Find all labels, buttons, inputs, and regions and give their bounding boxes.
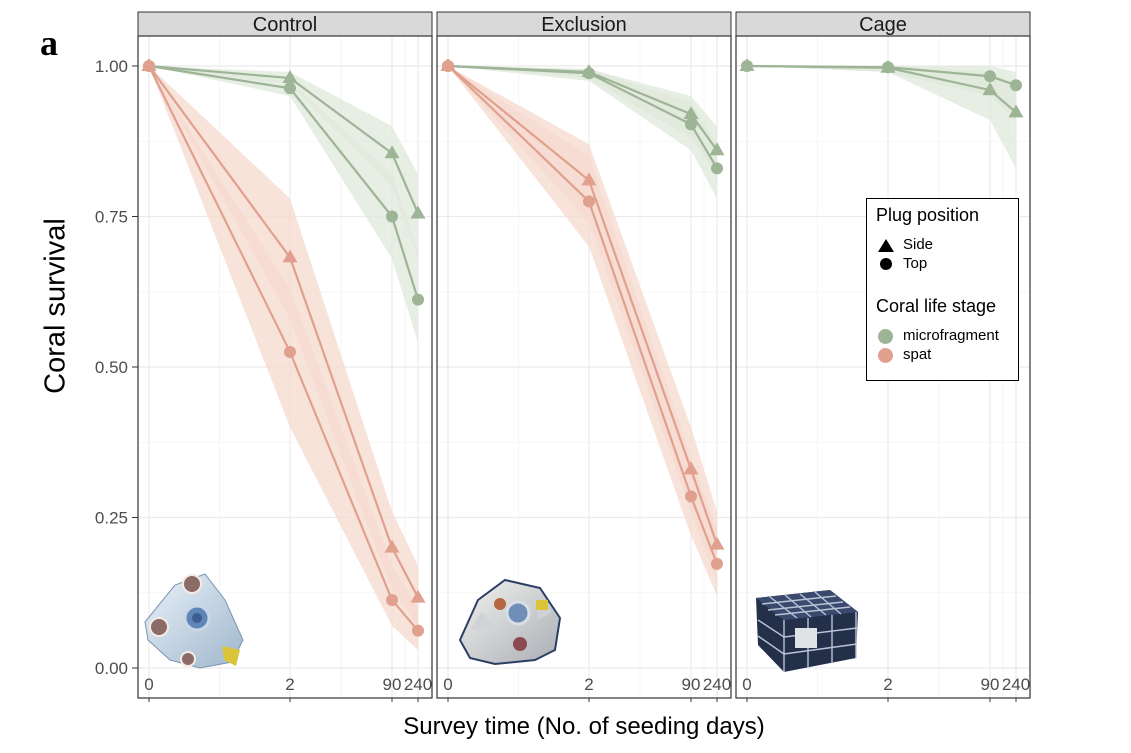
x-tick-label: 2: [883, 675, 892, 694]
legend-shape-top: Top: [903, 255, 928, 272]
data-point-triangle: [410, 205, 426, 219]
x-tick-label: 90: [682, 675, 701, 694]
panel-border: [735, 35, 1031, 699]
data-point-triangle: [683, 461, 699, 475]
data-point-triangle: [1008, 104, 1024, 118]
panel-exclusion: Exclusion 0 2 90 240: [436, 11, 732, 702]
data-point-triangle: [683, 106, 699, 120]
facet-strip-label: Cage: [859, 14, 907, 36]
data-point-circle: [711, 557, 723, 570]
x-tick-label: 0: [443, 675, 452, 694]
series-line-spat-top: [148, 65, 419, 632]
data-point-circle: [882, 61, 894, 74]
legend-color-spat: spat: [903, 346, 932, 363]
data-point-triangle: [384, 145, 400, 159]
confidence-band-microfragment-top: [448, 66, 717, 199]
x-tick-label: 0: [742, 675, 751, 694]
control-plug-photo: [144, 573, 244, 669]
legend: Plug position Side Top Coral life stage …: [866, 198, 1019, 381]
data-point-triangle: [709, 142, 725, 156]
legend-spat-swatch: [878, 348, 893, 363]
y-tick-label: 1.00: [95, 57, 128, 76]
confidence-band-microfragment-side: [149, 66, 418, 259]
data-point-circle: [1010, 79, 1022, 92]
panel-border: [436, 35, 732, 699]
data-point-circle: [583, 67, 595, 80]
y-tick-label: 0.25: [95, 509, 128, 528]
data-point-triangle: [282, 70, 298, 84]
exclusion-plug-photo: [458, 578, 562, 666]
data-point-triangle: [410, 589, 426, 603]
series-line-microfragment-side: [148, 64, 420, 214]
x-tick-label: 240: [404, 675, 432, 694]
cage-photo: [756, 590, 858, 672]
data-point-circle: [741, 60, 753, 72]
x-tick-label: 2: [285, 675, 294, 694]
facet-strip-label: Exclusion: [541, 14, 627, 36]
confidence-band-microfragment-side: [747, 66, 1016, 169]
y-tick-label: 0.00: [95, 659, 128, 678]
y-tick-label: 0.75: [95, 208, 128, 227]
series-line-microfragment-top: [148, 64, 420, 300]
legend-circle-icon: [880, 258, 892, 270]
confidence-band-microfragment-top: [149, 66, 418, 343]
data-point-triangle: [384, 539, 400, 553]
data-point-circle: [143, 60, 155, 72]
data-point-triangle: [581, 172, 597, 186]
legend-microfragment-swatch: [878, 329, 893, 344]
series-line-spat-top: [447, 65, 719, 565]
y-tick-label: 0.50: [95, 358, 128, 377]
data-point-circle: [583, 195, 595, 208]
panel-cage: Cage 0 2 90 240: [735, 11, 1031, 702]
x-tick-label: 0: [144, 675, 153, 694]
legend-shape-side: Side: [903, 236, 934, 253]
legend-color-microfragment: microfragment: [903, 327, 999, 344]
x-tick-label: 90: [383, 675, 402, 694]
confidence-band-microfragment-top: [747, 66, 1016, 121]
data-point-circle: [442, 60, 454, 72]
legend-shape-title: Plug position: [876, 205, 980, 225]
x-tick-label: 90: [981, 675, 1000, 694]
x-tick-label: 2: [584, 675, 593, 694]
data-point-circle: [685, 118, 697, 131]
data-point-circle: [412, 293, 424, 306]
series-line-microfragment-top: [447, 64, 718, 169]
panel-letter: a: [40, 23, 58, 63]
x-tick-label: 240: [703, 675, 731, 694]
data-point-circle: [412, 624, 424, 637]
data-point-triangle: [282, 249, 298, 263]
data-point-circle: [386, 210, 398, 223]
facet-strip: [436, 11, 732, 37]
facet-strip-label: Control: [253, 14, 317, 36]
data-point-triangle: [982, 82, 998, 96]
data-point-triangle: [709, 536, 725, 550]
series-line-microfragment-top: [746, 64, 1017, 87]
series-line-spat-side: [447, 65, 719, 545]
data-point-circle: [711, 162, 723, 175]
facet-strip: [137, 11, 433, 37]
y-axis-label: Coral survival: [39, 218, 72, 394]
confidence-band-spat-top: [448, 66, 717, 596]
x-axis-label: Survey time (No. of seeding days): [403, 713, 765, 740]
series-line-spat-side: [148, 65, 419, 599]
legend-color-title: Coral life stage: [876, 296, 997, 316]
data-point-circle: [284, 82, 296, 95]
legend-triangle-icon: [878, 239, 894, 252]
data-point-circle: [685, 490, 697, 503]
data-point-circle: [984, 70, 996, 83]
confidence-band-spat-top: [149, 66, 418, 650]
data-point-circle: [386, 593, 398, 606]
x-tick-label: 240: [1002, 675, 1030, 694]
data-point-circle: [284, 345, 296, 358]
